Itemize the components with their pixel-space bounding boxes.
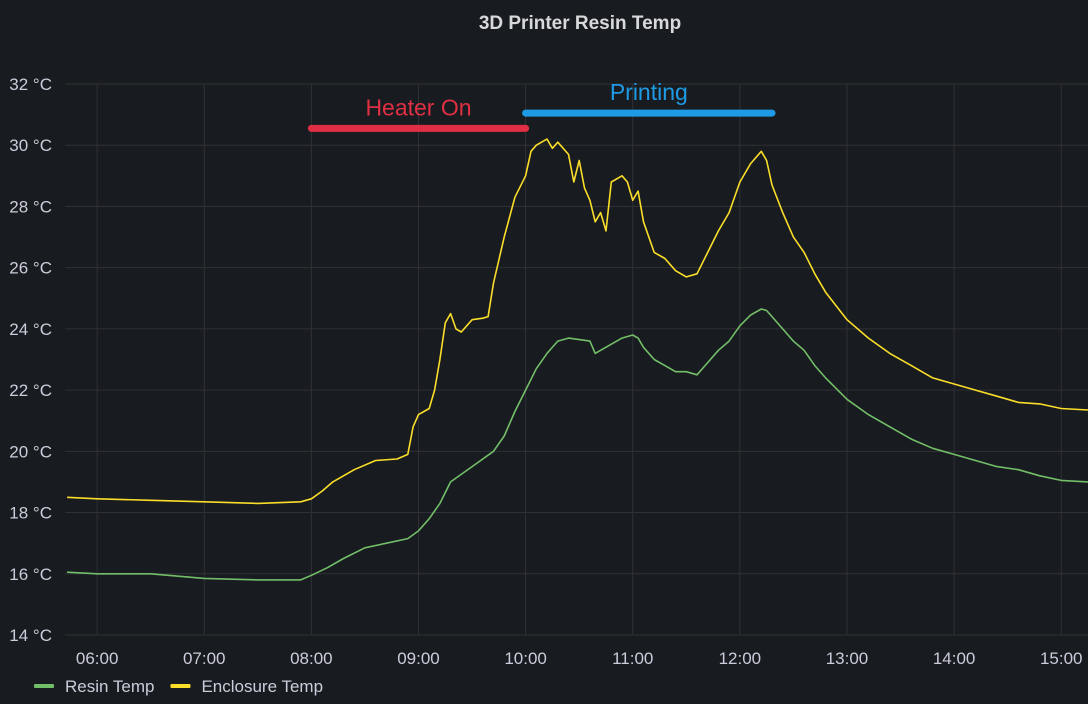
legend-item-label[interactable]: Resin Temp xyxy=(65,677,154,696)
series-line-enclosure-temp xyxy=(67,138,1088,505)
y-tick-label: 28 °C xyxy=(9,197,52,216)
x-tick-label: 12:00 xyxy=(719,649,762,668)
annotation-label: Printing xyxy=(610,79,688,105)
x-tick-label: 13:00 xyxy=(826,649,869,668)
x-axis-ticks: 06:00 07:00 08:00 09:00 10:00 11:00 12:00 13:00… xyxy=(76,649,1083,668)
x-tick-label: 06:00 xyxy=(76,649,119,668)
y-tick-label: 22 °C xyxy=(9,381,52,400)
x-tick-label: 07:00 xyxy=(183,649,226,668)
x-tick-label: 11:00 xyxy=(612,649,653,668)
chart-title: 3D Printer Resin Temp xyxy=(479,13,681,34)
legend-swatch xyxy=(170,684,191,688)
x-tick-label: 14:00 xyxy=(933,649,976,668)
y-axis-ticks: 14 °C 16 °C 18 °C 20 °C 22 °C 24 °C 26 °C 28 °C… xyxy=(9,75,52,645)
y-tick-label: 32 °C xyxy=(9,75,52,94)
y-tick-label: 14 °C xyxy=(9,626,52,645)
x-tick-label: 10:00 xyxy=(504,649,547,668)
y-tick-label: 26 °C xyxy=(9,259,52,278)
y-tick-label: 20 °C xyxy=(9,442,52,461)
x-tick-label: 09:00 xyxy=(397,649,440,668)
series-lines xyxy=(67,138,1088,581)
series-line-resin-temp xyxy=(67,308,1088,581)
y-tick-label: 24 °C xyxy=(9,320,52,339)
y-tick-label: 30 °C xyxy=(9,136,52,155)
legend[interactable]: Resin Temp Enclosure Temp xyxy=(34,677,323,696)
y-tick-label: 18 °C xyxy=(9,504,52,523)
legend-swatch xyxy=(34,684,54,688)
y-tick-label: 16 °C xyxy=(9,565,52,584)
legend-item-label[interactable]: Enclosure Temp xyxy=(201,677,323,696)
x-tick-label: 08:00 xyxy=(290,649,333,668)
x-tick-label: 15:00 xyxy=(1040,649,1083,668)
annotations: Heater On Printing xyxy=(307,79,776,132)
annotation-label: Heater On xyxy=(365,94,471,120)
grid-lines xyxy=(65,83,1088,636)
